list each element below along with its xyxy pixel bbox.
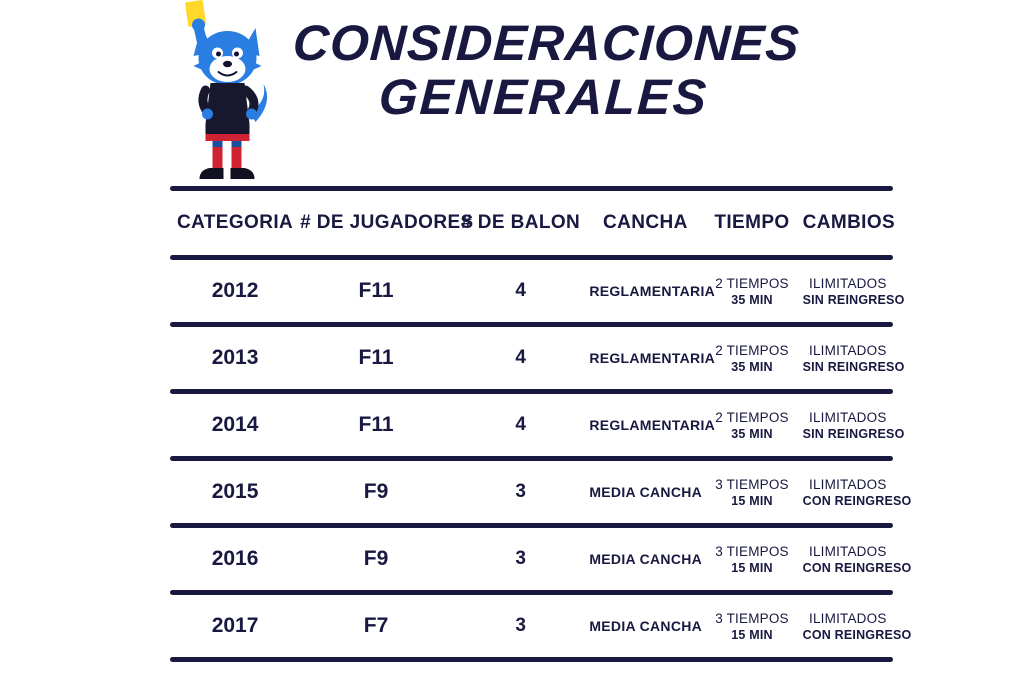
cambios-line1: ILIMITADOS [809, 476, 887, 492]
cell-balon: 4 [515, 280, 526, 301]
tiempo-line2: 35 MIN [731, 359, 773, 374]
cell-tiempo: 3 TIEMPOS 15 MIN [701, 611, 802, 642]
header-cambios: CAMBIOS [802, 212, 896, 233]
cell-tiempo: 3 TIEMPOS 15 MIN [701, 544, 802, 575]
cambios-line1: ILIMITADOS [809, 342, 887, 358]
cell-tiempo: 2 TIEMPOS 35 MIN [701, 410, 802, 441]
cell-categoria: 2013 [211, 346, 259, 369]
table-top-divider [170, 186, 893, 191]
table-row-2015: 2015 F9 3 MEDIA CANCHA 3 TIEMPOS 15 MIN … [170, 461, 912, 523]
header-balon: # DE BALON [461, 212, 581, 233]
cell-balon: 3 [515, 481, 526, 502]
cambios-line1: ILIMITADOS [809, 275, 887, 291]
cambios-line1: ILIMITADOS [809, 409, 887, 425]
tiempo-line1: 3 TIEMPOS [715, 543, 789, 559]
cell-jugadores: F7 [363, 614, 389, 637]
considerations-table: CATEGORIA # DE JUGADORES # DE BALON CANC… [170, 186, 912, 662]
cell-balon: 3 [515, 615, 526, 636]
cell-cancha: MEDIA CANCHA [589, 551, 703, 567]
row-divider [170, 389, 893, 394]
table-bottom-divider [170, 657, 893, 662]
tiempo-line1: 2 TIEMPOS [715, 409, 789, 425]
cell-jugadores: F9 [363, 547, 389, 570]
cell-tiempo: 2 TIEMPOS 35 MIN [701, 343, 802, 374]
cambios-line1: ILIMITADOS [809, 543, 887, 559]
table-header-row: CATEGORIA # DE JUGADORES # DE BALON CANC… [170, 191, 896, 255]
cell-jugadores: F9 [363, 480, 389, 503]
cambios-line2: CON REINGRESO [802, 560, 912, 575]
page-title: CONSIDERACIONES GENERALES [287, 15, 803, 125]
tiempo-line2: 15 MIN [731, 627, 773, 642]
cell-cambios: ILIMITADOS CON REINGRESO [802, 610, 912, 642]
cambios-line2: CON REINGRESO [802, 493, 912, 508]
cambios-line1: ILIMITADOS [809, 610, 887, 626]
cambios-line2: SIN REINGRESO [802, 426, 905, 441]
tiempo-line2: 15 MIN [731, 560, 773, 575]
page-title-line1: CONSIDERACIONES [291, 15, 802, 71]
tiempo-line1: 2 TIEMPOS [715, 342, 789, 358]
cell-cancha: MEDIA CANCHA [589, 618, 703, 634]
table-row-2013: 2013 F11 4 REGLAMENTARIA 2 TIEMPOS 35 MI… [170, 327, 905, 389]
cell-balon: 3 [515, 548, 526, 569]
cell-balon: 4 [515, 347, 526, 368]
cell-jugadores: F11 [358, 413, 394, 436]
table-row-2017: 2017 F7 3 MEDIA CANCHA 3 TIEMPOS 15 MIN … [170, 595, 912, 657]
cell-cambios: ILIMITADOS SIN REINGRESO [802, 409, 905, 441]
page-title-line2: GENERALES [377, 69, 710, 125]
header-jugadores: # DE JUGADORES [300, 212, 474, 233]
cell-categoria: 2012 [211, 279, 259, 302]
tiempo-line1: 3 TIEMPOS [715, 476, 789, 492]
cell-cambios: ILIMITADOS CON REINGRESO [802, 543, 912, 575]
row-divider [170, 322, 893, 327]
tiempo-line2: 15 MIN [731, 493, 773, 508]
cell-cambios: ILIMITADOS CON REINGRESO [802, 476, 912, 508]
cell-cancha: REGLAMENTARIA [589, 350, 716, 366]
cell-categoria: 2016 [211, 547, 259, 570]
table-row-2014: 2014 F11 4 REGLAMENTARIA 2 TIEMPOS 35 MI… [170, 394, 905, 456]
cambios-line2: CON REINGRESO [802, 627, 912, 642]
row-divider [170, 255, 893, 260]
cell-tiempo: 3 TIEMPOS 15 MIN [701, 477, 802, 508]
header-tiempo: TIEMPO [714, 212, 790, 233]
wolf-mascot-icon [156, 0, 284, 190]
row-divider [170, 523, 893, 528]
header-cancha: CANCHA [602, 212, 688, 233]
cell-jugadores: F11 [358, 346, 394, 369]
tiempo-line1: 3 TIEMPOS [715, 610, 789, 626]
row-divider [170, 456, 893, 461]
tiempo-line1: 2 TIEMPOS [715, 275, 789, 291]
cambios-line2: SIN REINGRESO [802, 359, 905, 374]
cell-cancha: REGLAMENTARIA [589, 283, 716, 299]
tiempo-line2: 35 MIN [731, 292, 773, 307]
cell-jugadores: F11 [358, 279, 394, 302]
table-row-2012: 2012 F11 4 REGLAMENTARIA 2 TIEMPOS 35 MI… [170, 260, 905, 322]
header-categoria: CATEGORIA [176, 212, 294, 233]
cell-tiempo: 2 TIEMPOS 35 MIN [701, 276, 802, 307]
cell-cancha: REGLAMENTARIA [589, 417, 716, 433]
cell-cambios: ILIMITADOS SIN REINGRESO [802, 275, 905, 307]
cell-categoria: 2015 [211, 480, 259, 503]
table-row-2016: 2016 F9 3 MEDIA CANCHA 3 TIEMPOS 15 MIN … [170, 528, 912, 590]
cambios-line2: SIN REINGRESO [802, 292, 905, 307]
cell-cambios: ILIMITADOS SIN REINGRESO [802, 342, 905, 374]
cell-balon: 4 [515, 414, 526, 435]
cell-categoria: 2017 [211, 614, 259, 637]
row-divider [170, 590, 893, 595]
tiempo-line2: 35 MIN [731, 426, 773, 441]
cell-cancha: MEDIA CANCHA [589, 484, 703, 500]
cell-categoria: 2014 [211, 413, 259, 436]
